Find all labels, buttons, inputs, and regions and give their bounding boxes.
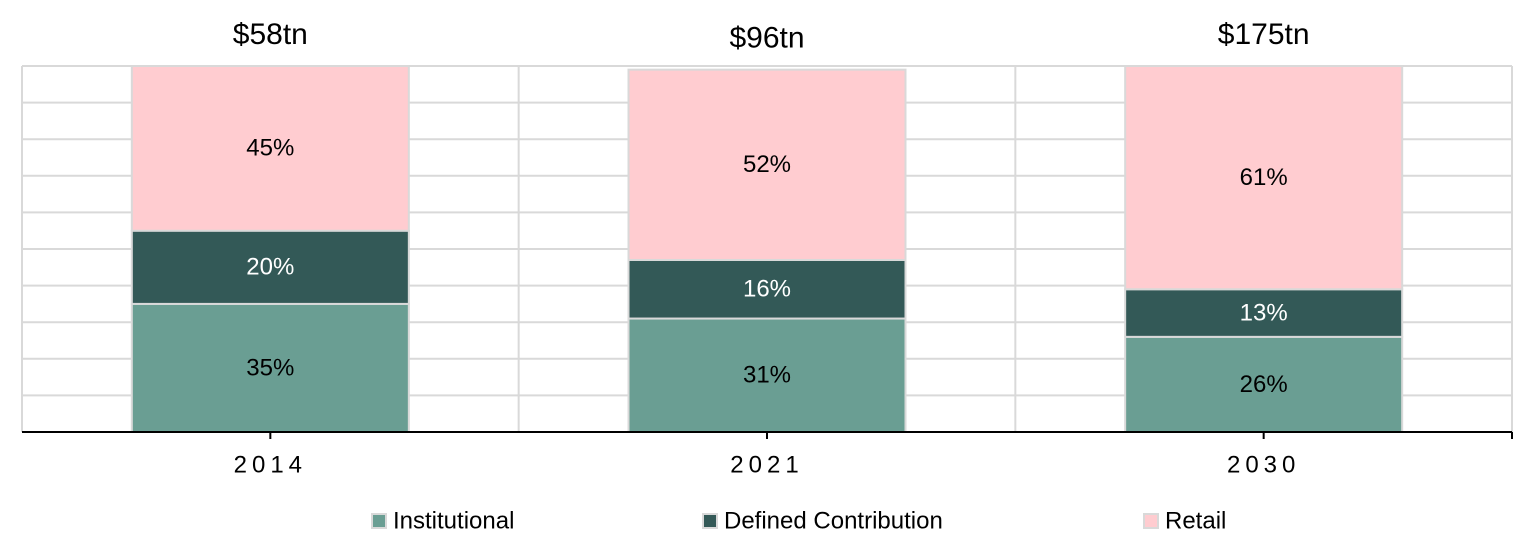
x-tick-label: 2030	[1227, 451, 1300, 478]
legend-label: Retail	[1165, 507, 1226, 534]
data-label: 45%	[246, 135, 294, 162]
bar-segment	[1124, 288, 1404, 338]
bar-segment	[130, 65, 410, 232]
bar-segment	[1124, 65, 1404, 291]
x-tick-label: 2014	[234, 451, 307, 478]
data-label: 31%	[743, 362, 791, 389]
data-label: 35%	[246, 354, 294, 381]
data-label: 20%	[246, 254, 294, 281]
legend-swatch	[702, 513, 718, 529]
bar-segment	[130, 302, 410, 433]
legend-label: Institutional	[393, 507, 514, 534]
bar-segment	[627, 68, 907, 261]
total-label: $175tn	[1218, 18, 1310, 51]
data-label: 13%	[1240, 299, 1288, 326]
legend-swatch	[1143, 513, 1159, 529]
bar-segment	[627, 258, 907, 320]
total-label: $96tn	[729, 22, 804, 55]
bar-segment	[627, 317, 907, 434]
data-label: 52%	[743, 151, 791, 178]
bar-segment	[130, 229, 410, 305]
total-label: $58tn	[233, 18, 308, 51]
legend-label: Defined Contribution	[724, 507, 943, 534]
legend-swatch	[371, 513, 387, 529]
data-label: 26%	[1240, 371, 1288, 398]
x-tick-label: 2021	[730, 451, 803, 478]
data-label: 61%	[1240, 164, 1288, 191]
data-label: 16%	[743, 276, 791, 303]
